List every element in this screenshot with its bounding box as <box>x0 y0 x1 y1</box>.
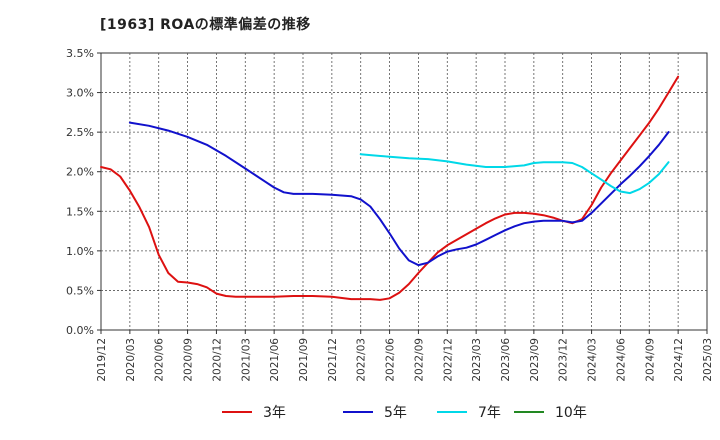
y-tick-label: 3.5% <box>66 47 94 60</box>
x-tick-label: 2023/03 <box>471 338 483 382</box>
x-tick-label: 2023/09 <box>529 338 541 382</box>
x-tick-label: 2024/03 <box>587 338 599 382</box>
x-tick-label: 2024/09 <box>644 338 656 382</box>
plot-area <box>100 52 708 331</box>
x-tick-label: 2023/12 <box>558 338 570 382</box>
x-tick-label: 2024/12 <box>673 338 685 382</box>
x-tick-label: 2020/06 <box>154 338 166 382</box>
legend: 3年 5年 7年 10年 <box>222 405 587 421</box>
x-axis-ticks: 2019/12 2020/03 2020/06 2020/09 2020/12 2021/… <box>96 330 714 382</box>
x-tick-label: 2019/12 <box>96 338 108 382</box>
x-tick-label: 2022/03 <box>356 338 368 382</box>
grid-y <box>101 92 707 291</box>
legend-label-4: 10年 <box>555 405 587 421</box>
series-line-1 <box>100 75 680 301</box>
y-tick-label: 0.0% <box>66 324 94 337</box>
y-tick-label: 2.5% <box>66 126 94 139</box>
y-tick-label: 0.5% <box>66 284 94 297</box>
legend-label-3: 7年 <box>478 405 501 421</box>
y-axis-ticks: 0.0% 0.5% 1.0% 1.5% 2.0% 2.5% 3.0% 3.5% <box>66 47 101 337</box>
legend-label-1: 3年 <box>263 405 286 421</box>
x-tick-label: 2020/03 <box>125 338 137 382</box>
x-tick-label: 2021/12 <box>327 338 339 382</box>
x-tick-label: 2025/03 <box>702 338 714 382</box>
x-tick-label: 2024/06 <box>615 338 627 382</box>
x-tick-label: 2021/09 <box>298 338 310 382</box>
series-line-2 <box>128 121 670 267</box>
chart-title: [1963] ROAの標準偏差の推移 <box>100 17 311 33</box>
x-tick-label: 2022/12 <box>442 338 454 382</box>
series-lines <box>100 75 680 301</box>
x-tick-label: 2020/09 <box>183 338 195 382</box>
y-tick-label: 2.0% <box>66 166 94 179</box>
x-tick-label: 2020/12 <box>211 338 223 382</box>
series-line-3 <box>359 153 670 195</box>
legend-label-2: 5年 <box>384 405 407 421</box>
y-tick-label: 1.5% <box>66 205 94 218</box>
x-tick-label: 2022/06 <box>385 338 397 382</box>
x-tick-label: 2021/06 <box>269 338 281 382</box>
x-tick-label: 2022/09 <box>413 338 425 382</box>
x-tick-label: 2023/06 <box>500 338 512 382</box>
y-tick-label: 3.0% <box>66 87 94 100</box>
x-tick-label: 2021/03 <box>240 338 252 382</box>
y-tick-label: 1.0% <box>66 245 94 258</box>
